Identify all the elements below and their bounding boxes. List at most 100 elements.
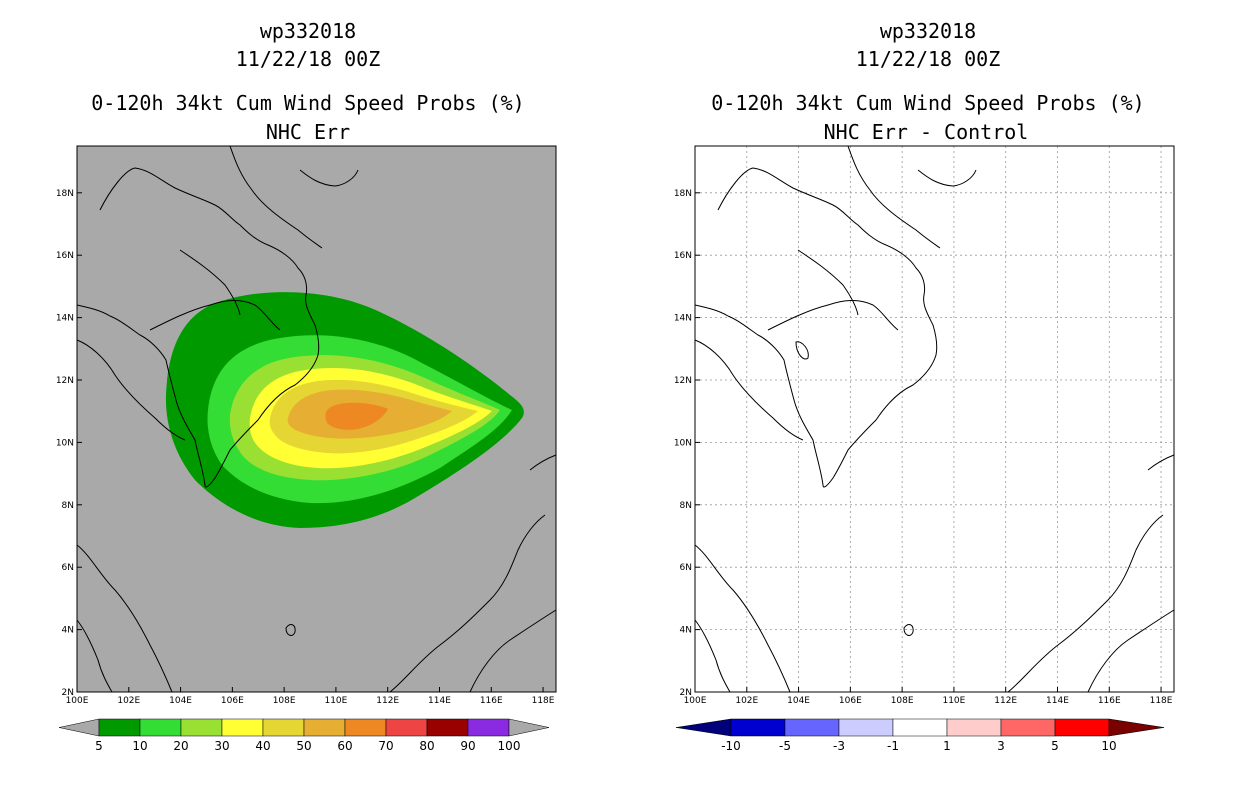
y-tick-label: 14N <box>56 314 74 324</box>
coastline-peninsula <box>76 544 173 693</box>
colorbar-swatch <box>180 718 223 737</box>
island-natuna <box>285 624 296 636</box>
coastline-mainland <box>76 167 320 488</box>
colorbar-swatch <box>303 718 346 737</box>
x-tick-label: 108E <box>891 696 914 706</box>
colorbar-swatch <box>344 718 387 737</box>
y-tick-label: 10N <box>674 438 692 448</box>
coastline-gulf <box>76 339 186 441</box>
left-map-svg: wp332018 11/22/18 00Z 0-120h 34kt Cum Wi… <box>56 19 557 753</box>
lake-tonle-sap <box>795 341 809 360</box>
x-tick-label: 102E <box>735 696 758 706</box>
y-tick-label: 18N <box>674 189 692 199</box>
island-natuna <box>903 624 914 636</box>
right-title-date: 11/22/18 00Z <box>856 47 1001 71</box>
y-tick-label: 12N <box>56 376 74 386</box>
left-title-product: 0-120h 34kt Cum Wind Speed Probs (%) <box>91 91 524 115</box>
coastline-mainland <box>694 167 938 488</box>
y-tick-label: 14N <box>674 314 692 324</box>
colorbar-label: 20 <box>173 739 188 753</box>
colorbar-label: 30 <box>214 739 229 753</box>
right-gridlines <box>695 146 1174 692</box>
left-map-frame <box>76 145 557 693</box>
coastline-philippines <box>1147 454 1175 471</box>
coastline-philippines <box>529 454 557 471</box>
coastline-north <box>847 145 941 249</box>
colorbar-swatch <box>139 718 182 737</box>
x-tick-label: 110E <box>942 696 965 706</box>
left-title-storm: wp332018 <box>260 19 356 43</box>
x-tick-label: 100E <box>66 696 89 706</box>
coastline-islands-north <box>917 169 977 187</box>
right-x-axis: 100E 102E 104E 106E 108E 110E 112E 114E 116E 118E <box>684 687 1173 706</box>
right-colorbar: -10 -5 -3 -1 1 3 5 10 <box>675 718 1165 753</box>
colorbar-swatch <box>1054 718 1110 737</box>
colorbar-label: 50 <box>296 739 311 753</box>
colorbar-swatch <box>467 718 510 737</box>
coastline-inland-border <box>767 300 899 331</box>
y-tick-label: 12N <box>674 376 692 386</box>
right-coastlines <box>694 145 1175 693</box>
left-coastlines <box>76 145 557 693</box>
colorbar-label: 3 <box>997 739 1005 753</box>
left-y-axis: 2N 4N 6N 8N 10N 12N 14N 16N 18N <box>56 189 82 698</box>
right-panel: wp332018 11/22/18 00Z 0-120h 34kt Cum Wi… <box>618 0 1236 800</box>
y-tick-label: 16N <box>674 251 692 261</box>
colorbar-label: 40 <box>255 739 270 753</box>
coastline-inland-border2 <box>179 249 241 316</box>
x-tick-label: 112E <box>376 696 399 706</box>
colorbar-swatch <box>892 718 948 737</box>
x-tick-label: 112E <box>994 696 1017 706</box>
colorbar-label: 10 <box>132 739 147 753</box>
left-panel: wp332018 11/22/18 00Z 0-120h 34kt Cum Wi… <box>56 19 557 753</box>
colorbar-label: -5 <box>779 739 791 753</box>
coastline-sumatra <box>76 619 113 693</box>
x-tick-label: 110E <box>324 696 347 706</box>
y-tick-label: 2N <box>680 688 692 698</box>
coastline-borneo-east <box>1087 609 1175 693</box>
colorbar-swatch <box>838 718 894 737</box>
right-map-frame <box>694 145 1175 693</box>
left-title-date: 11/22/18 00Z <box>236 47 381 71</box>
coastline-inland-border <box>149 300 281 331</box>
colorbar-swatch <box>1000 718 1056 737</box>
colorbar-label: -10 <box>721 739 741 753</box>
colorbar-label: 10 <box>1101 739 1116 753</box>
probability-contours <box>165 292 524 528</box>
colorbar-label: 90 <box>460 739 475 753</box>
y-tick-label: 6N <box>62 563 74 573</box>
x-tick-label: 104E <box>169 696 192 706</box>
colorbar-left-arrow <box>675 718 732 737</box>
x-tick-label: 116E <box>480 696 503 706</box>
x-tick-label: 118E <box>532 696 555 706</box>
colorbar-swatch <box>98 718 141 737</box>
coastline-sumatra <box>694 619 731 693</box>
x-tick-label: 102E <box>117 696 140 706</box>
right-map-svg: wp332018 11/22/18 00Z 0-120h 34kt Cum Wi… <box>674 19 1175 753</box>
x-tick-label: 108E <box>273 696 296 706</box>
colorbar-label: 1 <box>943 739 951 753</box>
y-tick-label: 8N <box>62 501 74 511</box>
y-tick-label: 6N <box>680 563 692 573</box>
y-tick-label: 4N <box>62 626 74 636</box>
y-tick-label: 2N <box>62 688 74 698</box>
colorbar-label: 80 <box>419 739 434 753</box>
colorbar-swatch <box>946 718 1002 737</box>
coastline-islands-north <box>299 169 359 187</box>
x-tick-label: 114E <box>1046 696 1069 706</box>
right-map-background <box>695 146 1174 692</box>
colorbar-swatch <box>730 718 786 737</box>
right-title-product: 0-120h 34kt Cum Wind Speed Probs (%) <box>711 91 1144 115</box>
colorbar-swatch <box>426 718 469 737</box>
colorbar-label: 100 <box>498 739 521 753</box>
y-tick-label: 16N <box>56 251 74 261</box>
colorbar-right-arrow <box>1108 718 1165 737</box>
colorbar-swatch <box>784 718 840 737</box>
coastline-gulf <box>694 339 804 441</box>
y-tick-label: 4N <box>680 626 692 636</box>
right-y-axis: 2N 4N 6N 8N 10N 12N 14N 16N 18N <box>674 189 700 698</box>
x-tick-label: 116E <box>1098 696 1121 706</box>
colorbar-swatch <box>262 718 305 737</box>
colorbar-label: 5 <box>1051 739 1059 753</box>
coastline-borneo-east <box>469 609 557 693</box>
